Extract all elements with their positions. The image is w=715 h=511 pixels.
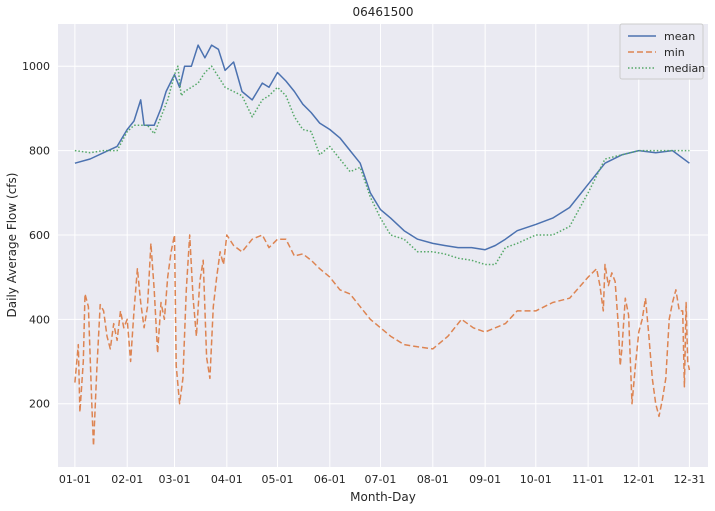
chart-title: 06461500: [352, 5, 413, 19]
series-line-mean: [74, 44, 690, 251]
x-tick-label: 10-01: [520, 473, 552, 486]
series-line-median: [74, 65, 690, 266]
x-tick-label: 06-01: [314, 473, 346, 486]
y-tick-label: 800: [29, 145, 50, 158]
tick-labels: 01-01 02-01 03-01 04-01 05-01 06-01 07-01 08-01…: [22, 60, 705, 486]
y-tick-label: 200: [29, 398, 50, 411]
x-tick-label: 03-01: [159, 473, 191, 486]
legend: mean min median: [619, 23, 705, 80]
plot-area: [58, 24, 708, 467]
x-tick-label: 02-01: [111, 473, 143, 486]
legend-median-label: median: [664, 62, 705, 75]
series-line-min: [74, 234, 691, 447]
x-tick-label: 09-01: [469, 473, 501, 486]
x-tick-label: 12-31: [673, 473, 705, 486]
y-axis-label: Daily Average Flow (cfs): [5, 173, 19, 318]
x-tick-label: 05-01: [261, 473, 293, 486]
legend-mean-label: mean: [664, 30, 695, 43]
x-tick-label: 04-01: [211, 473, 243, 486]
x-tick-label: 07-01: [364, 473, 396, 486]
legend-box: [619, 23, 704, 80]
x-tick-label: 08-01: [417, 473, 449, 486]
x-axis-label: Month-Day: [350, 490, 416, 504]
series-layer: [74, 44, 691, 447]
y-tick-label: 400: [29, 313, 50, 326]
legend-min-label: min: [664, 46, 685, 59]
x-tick-label: 01-01: [59, 473, 91, 486]
grid-lines: [58, 24, 708, 467]
y-tick-label: 600: [29, 229, 50, 242]
x-tick-label: 12-01: [623, 473, 655, 486]
y-tick-label: 1000: [22, 60, 50, 73]
x-tick-label: 11-01: [572, 473, 604, 486]
